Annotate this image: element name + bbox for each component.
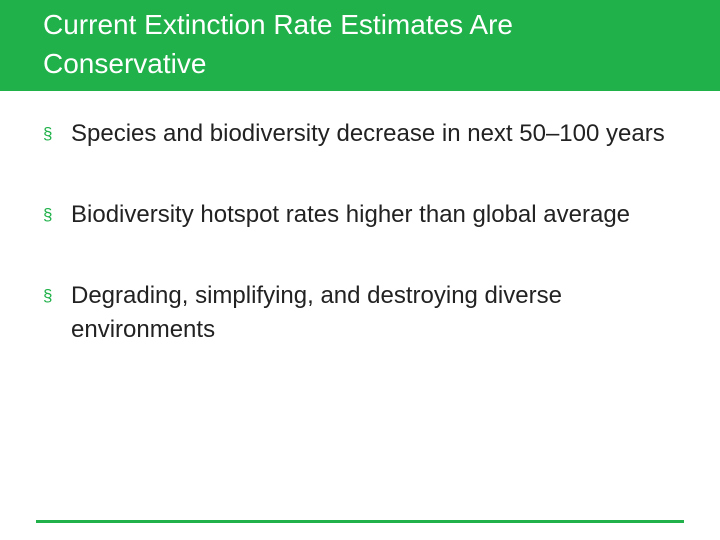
bullet-marker-icon: § [43,205,53,224]
bullet-item: § Species and biodiversity decrease in n… [43,117,673,151]
bullet-item: § Biodiversity hotspot rates higher than… [43,198,673,232]
bullet-text: Degrading, simplifying, and destroying d… [71,282,562,343]
footer-divider [36,520,684,523]
slide-title: Current Extinction Rate Estimates Are Co… [43,9,513,79]
bullet-text: Species and biodiversity decrease in nex… [71,120,665,147]
bullet-text: Biodiversity hotspot rates higher than g… [71,201,631,228]
bullet-marker-icon: § [43,286,53,305]
bullet-item: § Degrading, simplifying, and destroying… [43,279,673,347]
bullet-list: § Species and biodiversity decrease in n… [43,117,673,394]
title-bar: Current Extinction Rate Estimates Are Co… [0,0,720,91]
bullet-marker-icon: § [43,124,53,143]
